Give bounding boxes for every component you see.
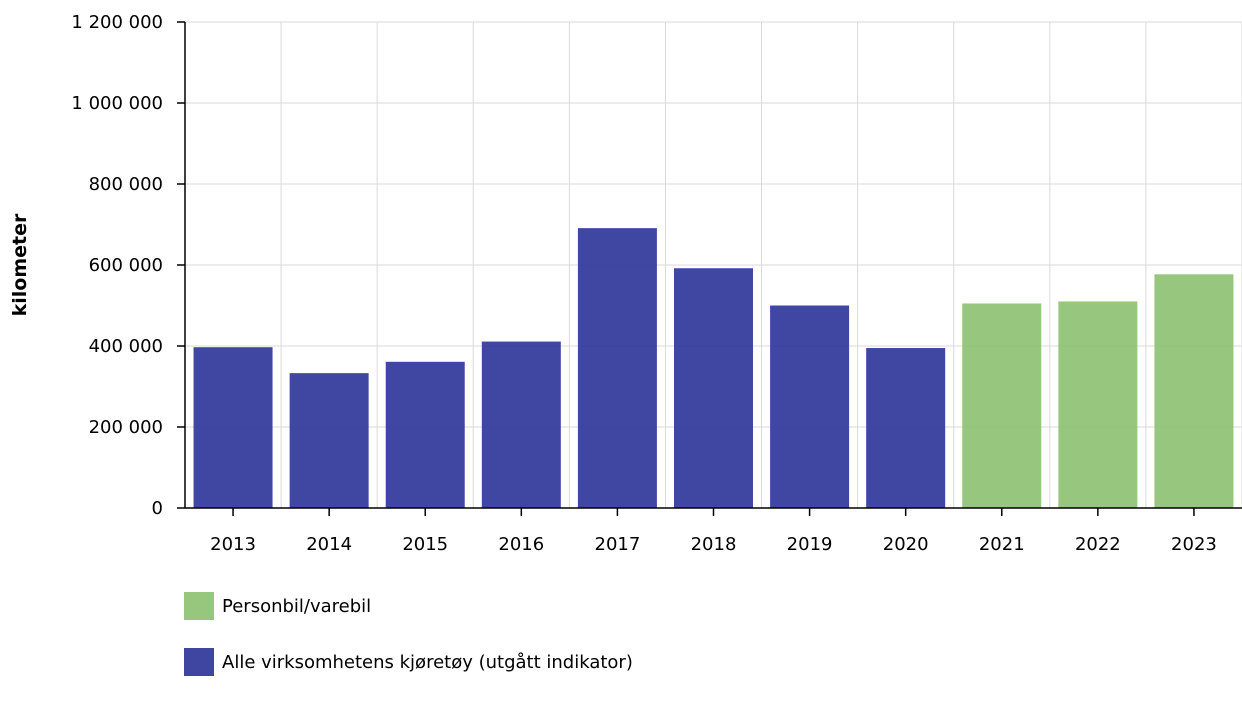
legend-swatch-alle-kjoretoy: [184, 648, 214, 676]
bar-2019[interactable]: [770, 305, 850, 509]
x-ticks: 2013 2014 2015 2016 2017 2018 2019 2020 2021 2022…: [210, 508, 1217, 555]
y-tick-label: 1 200 000: [71, 12, 163, 33]
legend-item-alle-kjoretoy[interactable]: Alle virksomhetens kjøretøy (utgått indi…: [184, 646, 633, 678]
x-tick-label: 2019: [787, 534, 833, 555]
x-tick-label: 2018: [691, 534, 737, 555]
x-tick-label: 2020: [883, 534, 929, 555]
x-tick-label: 2021: [979, 534, 1025, 555]
x-tick-label: 2016: [498, 534, 544, 555]
bar-2016[interactable]: [481, 341, 561, 508]
bar-2013[interactable]: [193, 347, 273, 508]
legend-item-personbil[interactable]: Personbil/varebil: [184, 590, 633, 622]
y-axis-title: kilometer: [9, 213, 31, 316]
bar-2021[interactable]: [962, 303, 1042, 508]
bars: [193, 228, 1234, 509]
bar-2015[interactable]: [385, 361, 465, 508]
x-tick-label: 2023: [1171, 534, 1217, 555]
y-tick-label: 0: [152, 498, 163, 519]
legend-swatch-personbil: [184, 592, 214, 620]
y-tick-label: 1 000 000: [71, 93, 163, 114]
x-tick-label: 2015: [402, 534, 448, 555]
x-tick-label: 2022: [1075, 534, 1121, 555]
y-ticks: 0 200 000 400 000 600 000 800 000 1 000 000 1 …: [71, 12, 185, 519]
grid-lines: [185, 21, 1242, 508]
x-tick-label: 2014: [306, 534, 352, 555]
y-tick-label: 400 000: [89, 336, 163, 357]
bar-2014[interactable]: [289, 373, 369, 508]
bar-2020[interactable]: [866, 348, 946, 508]
legend-label-personbil: Personbil/varebil: [222, 595, 372, 617]
bar-chart: 0 200 000 400 000 600 000 800 000 1 000 000 1 …: [9, 12, 1242, 555]
x-tick-label: 2017: [595, 534, 641, 555]
bar-2017[interactable]: [577, 228, 657, 508]
legend-label-alle-kjoretoy: Alle virksomhetens kjøretøy (utgått indi…: [222, 651, 633, 673]
bar-2018[interactable]: [674, 268, 753, 508]
x-tick-label: 2013: [210, 534, 256, 555]
y-tick-label: 800 000: [89, 174, 163, 195]
legend: Personbil/varebil Alle virksomhetens kjø…: [184, 590, 633, 702]
bar-2022[interactable]: [1058, 301, 1138, 508]
y-tick-label: 200 000: [89, 417, 163, 438]
bar-2023[interactable]: [1154, 274, 1234, 508]
y-tick-label: 600 000: [89, 255, 163, 276]
